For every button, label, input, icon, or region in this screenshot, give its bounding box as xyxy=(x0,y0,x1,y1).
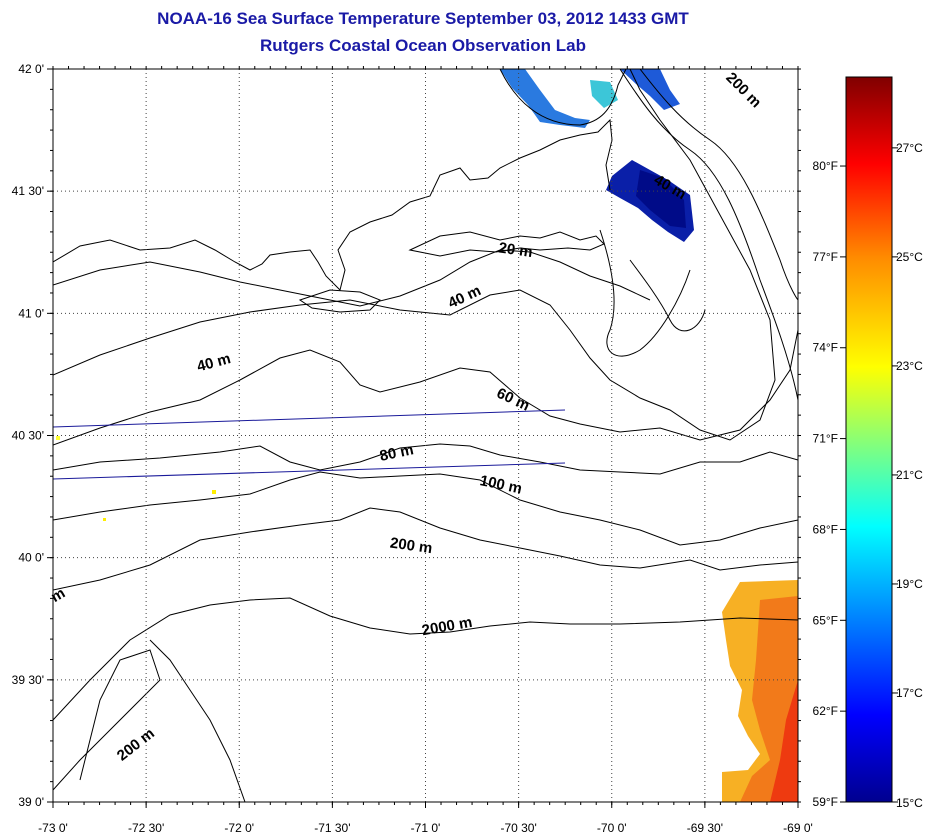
lon-label-2: -72 0' xyxy=(224,821,254,835)
contour-60m xyxy=(53,329,798,446)
cb-c-label-6: 15°C xyxy=(896,796,923,810)
contour-20m xyxy=(53,249,651,307)
cb-c-label-4: 19°C xyxy=(896,577,923,591)
cb-f-label-5: 65°F xyxy=(813,613,838,627)
transect-line-north xyxy=(52,409,566,428)
contour-georges xyxy=(599,229,691,357)
lon-label-4: -71 0' xyxy=(411,821,441,835)
map-title: NOAA-16 Sea Surface Temperature Septembe… xyxy=(157,9,689,28)
sst-patch-cold-core xyxy=(636,170,686,228)
lon-label-0: -73 0' xyxy=(38,821,68,835)
coastline-long-island xyxy=(53,118,613,291)
map-subtitle: Rutgers Coastal Ocean Observation Lab xyxy=(260,36,586,55)
sst-patch-cool-north xyxy=(500,69,590,128)
coastline-islands xyxy=(408,231,605,257)
contour-label-5: 100 m xyxy=(478,472,523,497)
cb-f-label-1: 77°F xyxy=(813,250,838,264)
lat-label-0: 42 0' xyxy=(18,62,44,76)
sst-pixels xyxy=(56,69,798,802)
lon-label-7: -69 30' xyxy=(687,821,723,835)
frame-ticks xyxy=(47,66,801,808)
contour-georges-2 xyxy=(629,259,706,332)
cb-f-label-2: 74°F xyxy=(813,341,838,355)
lon-label-1: -72 30' xyxy=(128,821,164,835)
contour-2000m xyxy=(53,597,798,721)
sst-patch-hot xyxy=(770,680,798,802)
contour-100m xyxy=(53,471,798,546)
cb-f-label-0: 80°F xyxy=(813,159,838,173)
contour-label-6: 200 m xyxy=(389,535,433,558)
cb-c-label-2: 23°C xyxy=(896,359,923,373)
lon-label-5: -70 30' xyxy=(500,821,536,835)
contour-label-3: 60 m xyxy=(494,385,532,415)
contour-40m-north xyxy=(53,69,776,441)
cb-c-label-1: 25°C xyxy=(896,250,923,264)
sst-patch-cool-north3 xyxy=(620,69,680,110)
colorbar-celsius-labels: 27°C 25°C 23°C 21°C 19°C 17°C 15°C xyxy=(896,141,923,810)
contour-label-8: 200 m xyxy=(114,725,158,765)
graticule xyxy=(53,69,798,802)
cb-f-label-6: 62°F xyxy=(813,704,838,718)
contour-label-4: 80 m xyxy=(378,441,415,465)
latitude-labels: 42 0' 41 30' 41 0' 40 30' 40 0' 39 30' 39 0' xyxy=(12,62,44,809)
lat-label-6: 39 0' xyxy=(18,795,44,809)
sst-speck-1 xyxy=(56,436,60,440)
transect-line-south xyxy=(52,462,566,480)
lon-label-8: -69 0' xyxy=(783,821,813,835)
longitude-labels: -73 0' -72 30' -72 0' -71 30' -71 0' -70 30' -… xyxy=(38,821,813,835)
lat-label-1: 41 30' xyxy=(12,184,44,198)
colorbar-ticks xyxy=(840,147,898,803)
colorbar-gradient xyxy=(845,76,893,803)
bathymetry-contours xyxy=(53,69,798,802)
contour-shelf-edge xyxy=(619,69,798,401)
sst-speck-3 xyxy=(103,518,106,521)
sst-patch-cool-north2 xyxy=(590,80,618,108)
lat-label-2: 41 0' xyxy=(18,306,44,320)
cb-f-label-3: 71°F xyxy=(813,432,838,446)
temperature-colorbar: 80°F 77°F 74°F 71°F 68°F 65°F 62°F 59°F 27°C 25°… xyxy=(813,76,923,810)
cb-c-label-3: 21°C xyxy=(896,468,923,482)
colorbar-fahrenheit-labels: 80°F 77°F 74°F 71°F 68°F 65°F 62°F 59°F xyxy=(813,159,838,809)
contour-label-7: 2000 m xyxy=(421,614,474,640)
contour-canyon xyxy=(149,639,246,802)
contour-label-2: 40 m xyxy=(195,350,232,375)
lat-label-3: 40 30' xyxy=(12,429,44,443)
cb-c-label-0: 27°C xyxy=(896,141,923,155)
contour-label-0: 20 m xyxy=(497,239,533,261)
cb-f-label-4: 68°F xyxy=(813,522,838,536)
lon-label-3: -71 30' xyxy=(314,821,350,835)
lat-label-5: 39 30' xyxy=(12,673,44,687)
contour-200m-south xyxy=(53,649,161,791)
cb-f-label-7: 59°F xyxy=(813,795,838,809)
lat-label-4: 40 0' xyxy=(18,551,44,565)
contour-label-10: 200 m xyxy=(722,69,764,111)
coastline-cape-cod xyxy=(499,69,627,126)
contour-shelf-edge-2 xyxy=(639,69,798,301)
contour-80m xyxy=(53,443,798,475)
lon-label-6: -70 0' xyxy=(597,821,627,835)
cb-c-label-5: 17°C xyxy=(896,686,923,700)
sst-speck-2 xyxy=(212,490,216,494)
contour-200m xyxy=(53,507,798,591)
